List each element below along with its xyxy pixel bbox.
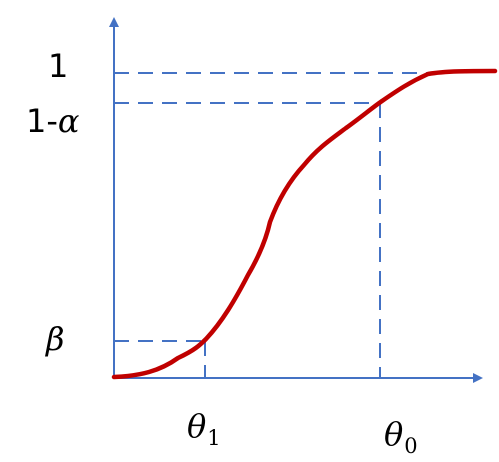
y-label-one-minus-prefix: 1- bbox=[26, 102, 58, 140]
y-label-beta: β bbox=[46, 320, 65, 358]
alpha-symbol: α bbox=[57, 102, 80, 140]
oc-curve bbox=[111, 68, 498, 380]
x-label-theta1: θ1 bbox=[187, 410, 221, 449]
theta1-subscript: 1 bbox=[207, 426, 221, 450]
x-label-theta0: θ0 bbox=[384, 418, 418, 457]
theta0-symbol: θ bbox=[384, 415, 404, 453]
y-label-one-minus-alpha: 1-α bbox=[26, 105, 80, 137]
theta1-symbol: θ bbox=[187, 407, 207, 445]
y-label-one: 1 bbox=[48, 47, 69, 85]
theta0-subscript: 0 bbox=[404, 434, 418, 458]
